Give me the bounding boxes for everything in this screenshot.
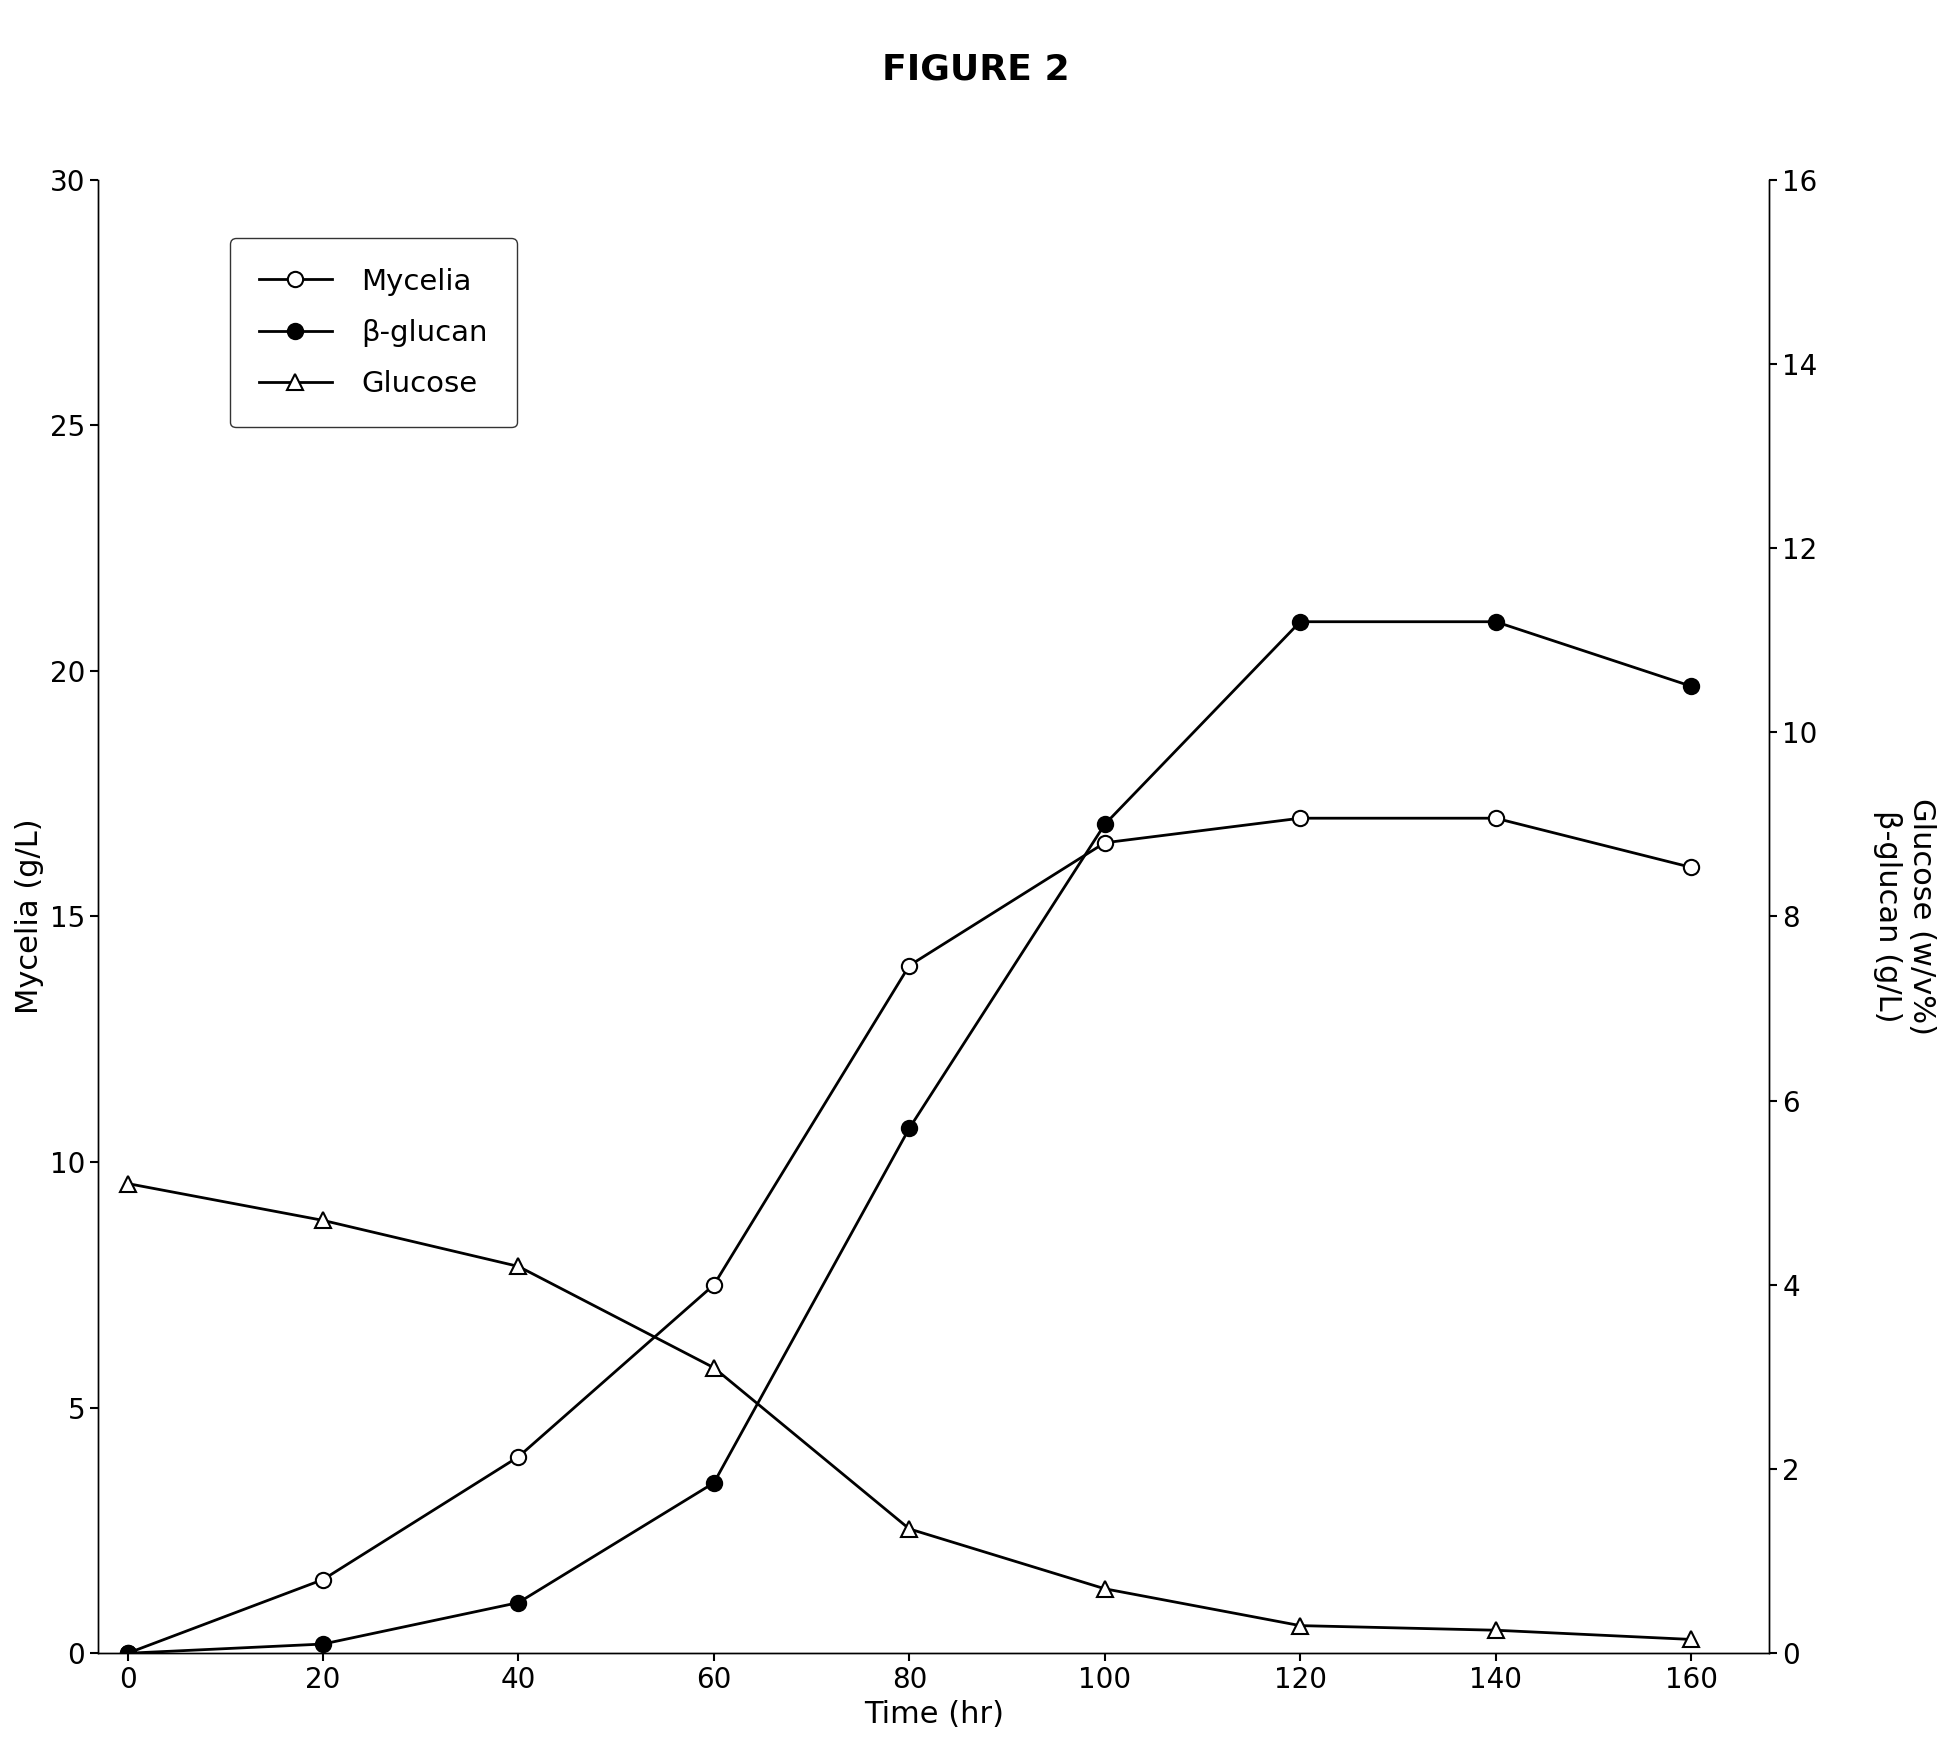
Y-axis label: Glucose (w/v%)
β-glucan (g/L): Glucose (w/v%) β-glucan (g/L) [1873, 799, 1935, 1034]
Line: Glucose: Glucose [119, 1175, 1699, 1646]
Glucose [1680, 1629, 1703, 1650]
β-glucan [507, 1592, 531, 1613]
Text: FIGURE 2: FIGURE 2 [882, 52, 1069, 85]
Y-axis label: Mycelia (g/L): Mycelia (g/L) [16, 818, 45, 1015]
β-glucan [115, 1643, 139, 1664]
Mycelia [897, 956, 921, 977]
β-glucan [897, 1118, 921, 1139]
Glucose [115, 1174, 139, 1195]
β-glucan [1680, 675, 1703, 696]
Glucose [702, 1357, 726, 1378]
Line: β-glucan: β-glucan [119, 614, 1699, 1660]
Mycelia [702, 1275, 726, 1296]
Mycelia [1093, 832, 1116, 853]
β-glucan [312, 1634, 336, 1655]
X-axis label: Time (hr): Time (hr) [864, 1700, 1003, 1728]
Mycelia [1288, 807, 1311, 828]
Mycelia [115, 1643, 139, 1664]
Legend: Mycelia, β-glucan, Glucose: Mycelia, β-glucan, Glucose [230, 239, 517, 427]
β-glucan [1288, 610, 1311, 631]
Mycelia [507, 1446, 531, 1467]
Mycelia [312, 1570, 336, 1591]
Mycelia [1485, 807, 1508, 828]
Glucose [507, 1256, 531, 1277]
β-glucan [702, 1472, 726, 1493]
Line: Mycelia: Mycelia [119, 811, 1699, 1660]
β-glucan [1485, 610, 1508, 631]
Glucose [897, 1519, 921, 1540]
Mycelia [1680, 856, 1703, 877]
β-glucan [1093, 814, 1116, 835]
Glucose [1485, 1620, 1508, 1641]
Glucose [1288, 1615, 1311, 1636]
Glucose [312, 1210, 336, 1231]
Glucose [1093, 1578, 1116, 1599]
